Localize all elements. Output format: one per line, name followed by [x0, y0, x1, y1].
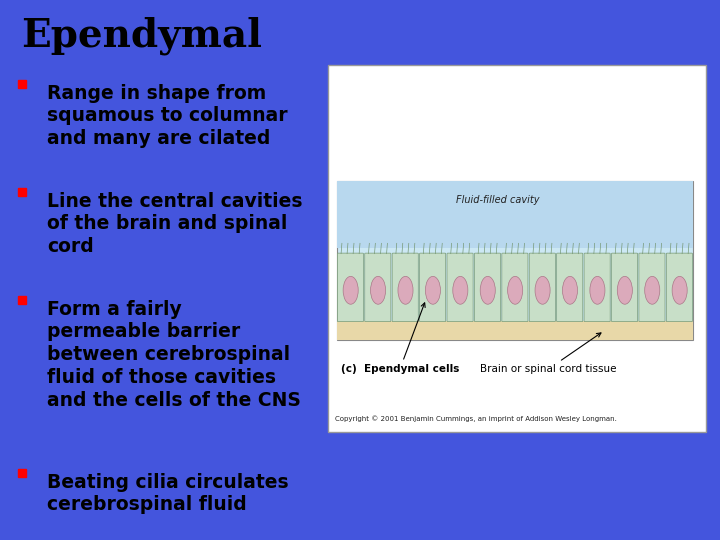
- FancyBboxPatch shape: [338, 253, 364, 322]
- Ellipse shape: [562, 276, 577, 304]
- Text: Beating cilia circulates
cerebrospinal fluid: Beating cilia circulates cerebrospinal f…: [47, 472, 289, 514]
- Ellipse shape: [617, 276, 632, 304]
- FancyBboxPatch shape: [392, 253, 418, 322]
- FancyBboxPatch shape: [328, 65, 706, 432]
- Text: Copyright © 2001 Benjamin Cummings, an imprint of Addison Wesley Longman.: Copyright © 2001 Benjamin Cummings, an i…: [335, 416, 616, 422]
- Ellipse shape: [644, 276, 660, 304]
- Text: Line the central cavities
of the brain and spinal
cord: Line the central cavities of the brain a…: [47, 192, 302, 256]
- Text: Brain or spinal cord tissue: Brain or spinal cord tissue: [480, 333, 616, 375]
- Text: Ependymal: Ependymal: [22, 16, 263, 55]
- FancyBboxPatch shape: [474, 253, 500, 322]
- FancyBboxPatch shape: [337, 321, 693, 340]
- Text: Fluid-filled cavity: Fluid-filled cavity: [456, 195, 539, 205]
- FancyBboxPatch shape: [584, 253, 610, 322]
- Ellipse shape: [480, 276, 495, 304]
- Ellipse shape: [426, 276, 441, 304]
- Ellipse shape: [590, 276, 605, 304]
- Ellipse shape: [453, 276, 468, 304]
- Ellipse shape: [398, 276, 413, 304]
- FancyBboxPatch shape: [365, 253, 391, 322]
- FancyBboxPatch shape: [420, 253, 446, 322]
- Text: (c)  Ependymal cells: (c) Ependymal cells: [341, 303, 459, 375]
- FancyBboxPatch shape: [611, 253, 638, 322]
- Ellipse shape: [371, 276, 386, 304]
- Ellipse shape: [535, 276, 550, 304]
- FancyBboxPatch shape: [557, 253, 582, 322]
- FancyBboxPatch shape: [639, 253, 665, 322]
- Ellipse shape: [672, 276, 687, 304]
- Text: Form a fairly
permeable barrier
between cerebrospinal
fluid of those cavities
an: Form a fairly permeable barrier between …: [47, 300, 301, 410]
- FancyBboxPatch shape: [529, 253, 555, 322]
- Ellipse shape: [343, 276, 359, 304]
- FancyBboxPatch shape: [337, 181, 693, 248]
- FancyBboxPatch shape: [337, 181, 693, 340]
- FancyBboxPatch shape: [447, 253, 473, 322]
- FancyBboxPatch shape: [666, 253, 693, 322]
- Ellipse shape: [508, 276, 523, 304]
- FancyBboxPatch shape: [502, 253, 528, 322]
- Text: Range in shape from
squamous to columnar
and many are cilated: Range in shape from squamous to columnar…: [47, 84, 287, 148]
